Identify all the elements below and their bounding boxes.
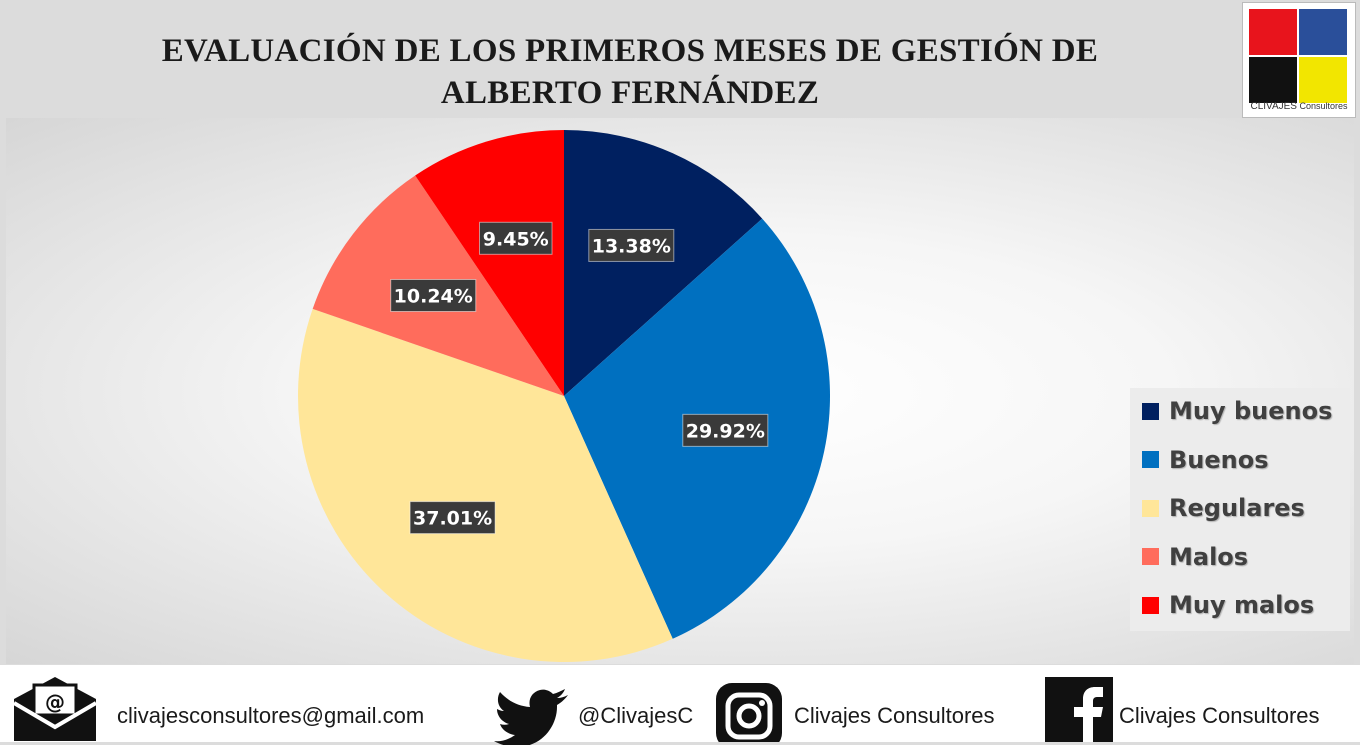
chart-title-line-2: ALBERTO FERNÁNDEZ	[440, 75, 820, 111]
svg-text:37.01%: 37.01%	[413, 508, 492, 530]
svg-text:13.38%: 13.38%	[592, 235, 671, 257]
legend-item-muy-buenos: Muy buenos	[1142, 396, 1332, 426]
footer: @ clivajesconsultores@gmail.com @Clivaje…	[0, 665, 1360, 745]
logo-text: CLIVAJES	[1250, 101, 1297, 112]
legend-item-malos: Malos	[1142, 542, 1248, 572]
pie-chart: 13.38% 29.92% 37.01% 10.24% 9.45%	[297, 130, 830, 663]
clivajes-logo: CLIVAJES Consultores	[1242, 2, 1356, 118]
pie-slice-muy-buenos	[564, 130, 763, 396]
legend-item-regulares: Regulares	[1142, 493, 1305, 523]
logo-square-yellow	[1299, 57, 1347, 103]
pie-slice-regulares	[297, 308, 673, 663]
legend-swatch-regulares	[1142, 499, 1159, 517]
legend-swatch-buenos	[1142, 451, 1159, 468]
footer-twitter[interactable]: @ClivajesC	[578, 703, 694, 728]
legend-label-regulares: Regulares	[1169, 494, 1305, 522]
twitter-icon	[494, 689, 568, 745]
plot-area: 13.38% 29.92% 37.01% 10.24% 9.45% Muy buenos…	[6, 118, 1354, 664]
data-label-regulares: 37.01%	[409, 501, 496, 535]
legend-item-buenos: Buenos	[1142, 445, 1269, 475]
legend-label-muy-buenos: Muy buenos	[1169, 397, 1333, 425]
logo-caption: CLIVAJES Consultores	[1243, 101, 1355, 112]
logo-square-red	[1249, 9, 1297, 55]
footer-email[interactable]: clivajesconsultores@gmail.com	[117, 703, 425, 728]
legend-item-muy-malos: Muy malos	[1142, 590, 1314, 620]
data-label-muy-buenos: 13.38%	[588, 228, 675, 262]
data-label-malos: 10.24%	[390, 278, 477, 312]
legend-swatch-malos	[1142, 548, 1159, 565]
instagram-icon	[716, 683, 782, 742]
chart-title: EVALUACIÓN DE LOS PRIMEROS MESES DE GEST…	[60, 30, 1200, 114]
logo-square-blue	[1299, 9, 1347, 55]
data-label-buenos: 29.92%	[682, 413, 769, 447]
pie-slice-muy-malos	[415, 130, 564, 396]
legend-label-buenos: Buenos	[1169, 445, 1269, 474]
svg-text:29.92%: 29.92%	[686, 420, 765, 442]
legend-swatch-muy-buenos	[1142, 402, 1159, 420]
logo-subtext: Consultores	[1299, 101, 1348, 111]
footer-facebook[interactable]: Clivajes Consultores	[1119, 703, 1320, 728]
logo-square-black	[1249, 57, 1297, 103]
legend: Muy buenos Buenos Regulares Malos Muy malos	[1130, 388, 1350, 631]
footer-instagram[interactable]: Clivajes Consultores	[794, 703, 995, 728]
email-icon: @	[12, 677, 98, 741]
facebook-icon	[1045, 677, 1113, 742]
svg-text:10.24%: 10.24%	[394, 285, 473, 307]
legend-label-muy-malos: Muy malos	[1169, 591, 1315, 619]
svg-text:@: @	[45, 690, 65, 714]
legend-label-malos: Malos	[1169, 542, 1249, 571]
data-label-muy-malos: 9.45%	[479, 221, 553, 255]
legend-swatch-muy-malos	[1142, 596, 1159, 614]
chart-title-line-1: EVALUACIÓN DE LOS PRIMEROS MESES DE GEST…	[161, 33, 1099, 69]
svg-text:9.45%: 9.45%	[483, 228, 549, 250]
